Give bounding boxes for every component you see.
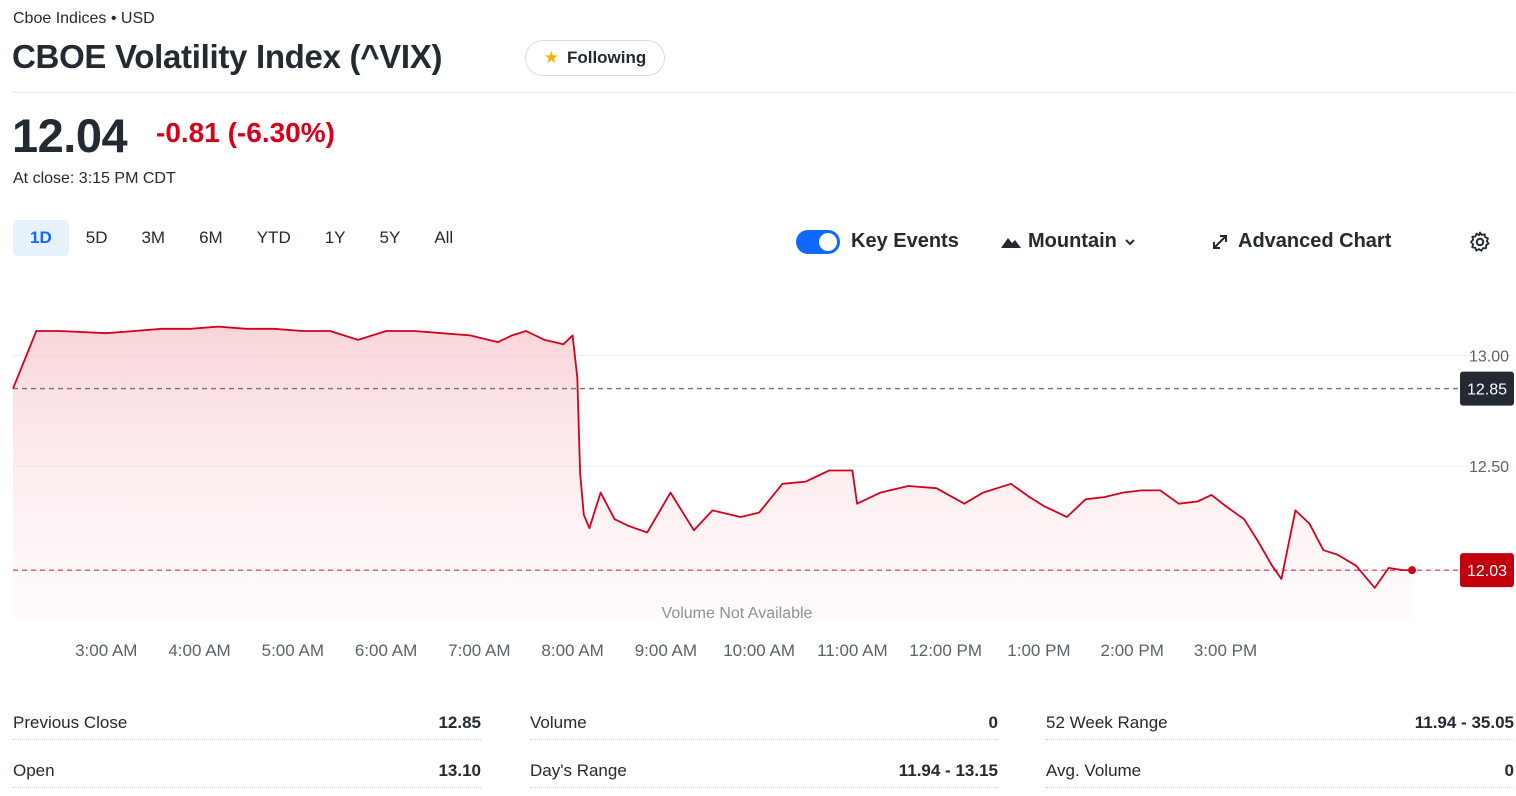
price-area xyxy=(13,326,1412,620)
range-tab-1y[interactable]: 1Y xyxy=(324,228,346,247)
stat-row: Volume 0 xyxy=(530,700,998,740)
stat-label: Open xyxy=(13,761,55,780)
stats-column: Volume 0 Day's Range 11.94 - 13.15 xyxy=(530,700,998,796)
following-label: Following xyxy=(566,48,647,67)
key-events-label[interactable]: Key Events xyxy=(851,230,959,252)
key-events-toggle[interactable] xyxy=(796,230,840,254)
stat-row: 52 Week Range 11.94 - 35.05 xyxy=(1046,700,1514,740)
price-change: -0.81 (-6.30%) xyxy=(156,117,335,148)
x-tick-label: 3:00 PM xyxy=(1194,641,1257,660)
stat-label: Day's Range xyxy=(530,761,627,780)
price-badges: 12.85 12.03 xyxy=(1460,371,1514,588)
stat-label: Avg. Volume xyxy=(1046,761,1142,780)
range-tabs: 1D 5D 3M 6M YTD 1Y 5Y All xyxy=(13,220,470,256)
x-tick-label: 11:00 AM xyxy=(817,641,888,660)
x-tick-label: 8:00 AM xyxy=(541,641,603,660)
stat-value: 12.85 xyxy=(438,713,481,732)
close-time: At close: 3:15 PM CDT xyxy=(13,170,176,187)
x-tick-label: 4:00 AM xyxy=(168,641,230,660)
stats-column: 52 Week Range 11.94 - 35.05 Avg. Volume 0 xyxy=(1046,700,1514,796)
chart-type-label: Mountain xyxy=(1028,230,1117,252)
stat-value: 11.94 - 35.05 xyxy=(1414,713,1514,732)
previous-close-badge xyxy=(1460,371,1514,406)
stat-row: Previous Close 12.85 xyxy=(13,700,481,740)
current-price: 12.04 xyxy=(12,109,128,162)
header-divider xyxy=(13,92,1515,93)
range-tab-all[interactable]: All xyxy=(434,228,454,247)
y-axis: 13.00 12.50 xyxy=(1469,348,1509,476)
stat-label: Volume xyxy=(530,713,587,732)
range-tab-3m[interactable]: 3M xyxy=(141,228,166,247)
advanced-chart-label: Advanced Chart xyxy=(1238,230,1392,252)
x-tick-label: 9:00 AM xyxy=(635,641,697,660)
y-tick-label: 12.50 xyxy=(1469,459,1509,476)
mountain-icon xyxy=(1001,237,1021,248)
stat-label: Previous Close xyxy=(13,713,128,732)
expand-icon xyxy=(1213,234,1227,249)
toggle-knob xyxy=(819,233,837,251)
range-tab-6m[interactable]: 6M xyxy=(199,228,223,247)
x-tick-label: 3:00 AM xyxy=(75,641,137,660)
exchange-label: Cboe Indices • USD xyxy=(13,10,155,27)
previous-close-badge-label: 12.85 xyxy=(1467,382,1507,399)
x-tick-label: 1:00 PM xyxy=(1007,641,1070,660)
gear-icon[interactable] xyxy=(1468,230,1492,254)
stat-value: 11.94 - 13.15 xyxy=(898,761,998,780)
stat-label: 52 Week Range xyxy=(1046,713,1168,732)
price-line xyxy=(12,325,1412,589)
x-tick-label: 6:00 AM xyxy=(355,641,417,660)
chart-type-dropdown[interactable]: Mountain xyxy=(1000,230,1137,253)
advanced-chart-button[interactable]: Advanced Chart xyxy=(1210,230,1391,253)
stat-value: 0 xyxy=(988,713,998,732)
x-tick-label: 10:00 AM xyxy=(723,641,795,660)
following-button[interactable]: ★ Following xyxy=(525,40,665,76)
stat-value: 0 xyxy=(1504,761,1514,780)
y-tick-label: 13.00 xyxy=(1469,348,1509,365)
range-tab-1d[interactable]: 1D xyxy=(13,220,69,256)
last-price-dot xyxy=(1408,566,1417,575)
page-title: CBOE Volatility Index (^VIX) xyxy=(12,38,443,75)
x-tick-label: 5:00 AM xyxy=(262,641,324,660)
chevron-down-icon xyxy=(1125,238,1135,245)
x-tick-label: 2:00 PM xyxy=(1101,641,1164,660)
range-tab-5y[interactable]: 5Y xyxy=(379,228,401,247)
stats-column: Previous Close 12.85 Open 13.10 xyxy=(13,700,481,796)
range-tab-5d[interactable]: 5D xyxy=(85,228,108,247)
price-chart[interactable]: 13.00 12.50 12.85 12.03 3:00 AM 4:00 AM 5:00… xyxy=(0,280,1516,680)
stat-row: Day's Range 11.94 - 13.15 xyxy=(530,748,998,788)
stat-row: Avg. Volume 0 xyxy=(1046,748,1514,788)
current-price-badge-label: 12.03 xyxy=(1467,563,1507,580)
stat-row: Open 13.10 xyxy=(13,748,481,788)
range-tab-ytd[interactable]: YTD xyxy=(256,228,291,247)
stat-value: 13.10 xyxy=(438,761,481,780)
x-tick-label: 7:00 AM xyxy=(448,641,510,660)
current-price-badge xyxy=(1460,553,1514,588)
x-tick-label: 12:00 PM xyxy=(909,641,982,660)
volume-note: Volume Not Available xyxy=(662,605,813,622)
star-icon: ★ xyxy=(543,48,559,67)
x-axis: 3:00 AM 4:00 AM 5:00 AM 6:00 AM 7:00 AM 8:00 … xyxy=(75,641,1257,660)
